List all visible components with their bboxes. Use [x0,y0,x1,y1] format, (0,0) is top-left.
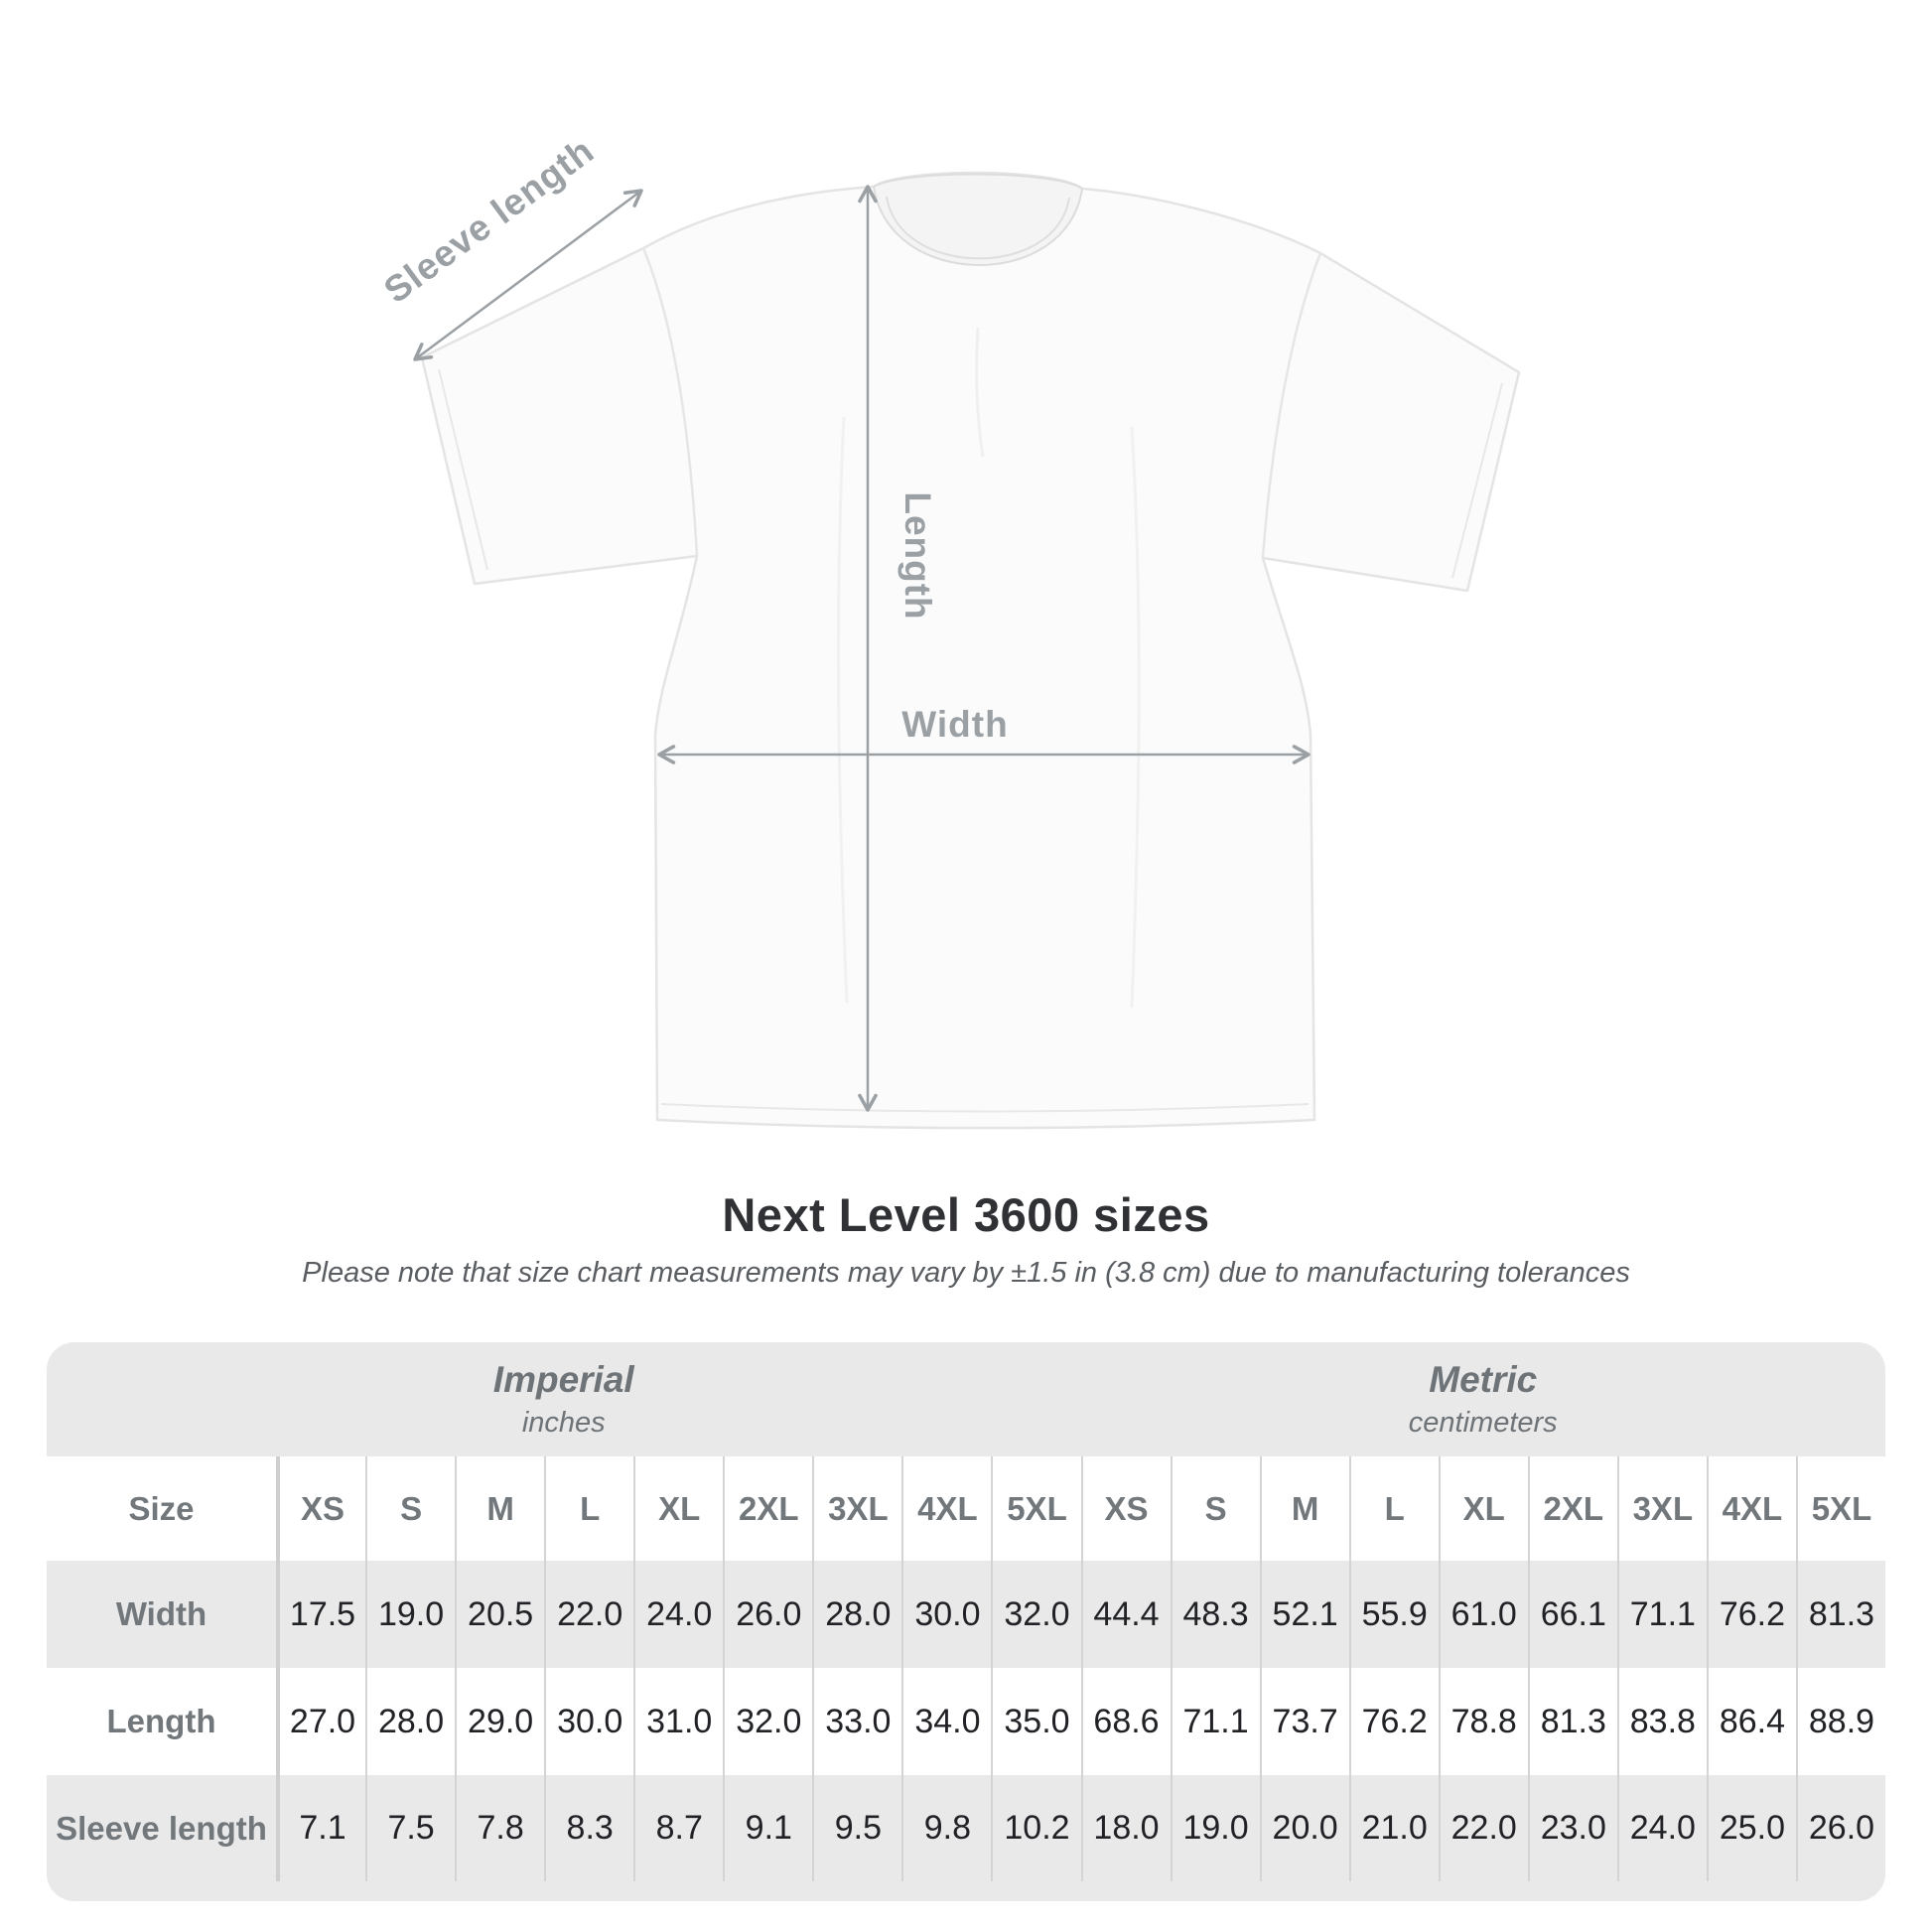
value-cell: 26.0 [1795,1775,1885,1881]
value-cell: 7.8 [455,1775,545,1881]
tshirt-illustration [420,171,1521,1130]
value-cell: 32.0 [991,1561,1081,1668]
unit-group-metric-label: Metric [1429,1359,1538,1400]
value-cell: 55.9 [1348,1561,1439,1668]
sleeve-length-dimension-arrow [413,189,643,361]
value-cell: 32.0 [723,1668,813,1775]
value-cell: 86.4 [1706,1668,1796,1775]
size-col-header: L [1348,1456,1439,1561]
size-col-header: M [455,1456,545,1561]
sleeve-length-dim-label: Sleeve length [376,130,602,312]
value-cell: 8.3 [544,1775,634,1881]
size-col-header: XL [633,1456,724,1561]
unit-group-metric-sublabel: centimeters [1408,1407,1558,1439]
size-col-header: 5XL [1795,1456,1885,1561]
value-cell: 30.0 [544,1668,634,1775]
width-dim-label: Width [901,704,1008,745]
size-col-header: XS [276,1456,366,1561]
size-col-header: 5XL [991,1456,1081,1561]
value-cell: 44.4 [1080,1561,1171,1668]
value-cell: 35.0 [991,1668,1081,1775]
size-col-header: M [1259,1456,1349,1561]
value-cell: 19.0 [1170,1775,1260,1881]
size-col-header: XL [1438,1456,1528,1561]
unit-group-imperial-label: Imperial [492,1359,634,1400]
value-cell: 52.1 [1259,1561,1349,1668]
size-col-header: 4XL [901,1456,992,1561]
size-header-label: Size [47,1456,276,1561]
unit-group-imperial: Imperial inches [47,1342,1081,1456]
value-cell: 26.0 [723,1561,813,1668]
row-label-width: Width [47,1561,276,1668]
value-cell: 27.0 [276,1668,366,1775]
value-cell: 7.1 [276,1775,366,1881]
value-cell: 7.5 [365,1775,456,1881]
value-cell: 71.1 [1616,1561,1707,1668]
page-title: Next Level 3600 sizes [722,1188,1210,1241]
value-cell: 22.0 [544,1561,634,1668]
value-cell: 81.3 [1527,1668,1617,1775]
value-cell: 33.0 [812,1668,902,1775]
value-cell: 34.0 [901,1668,992,1775]
value-cell: 66.1 [1527,1561,1617,1668]
value-cell: 10.2 [991,1775,1081,1881]
value-cell: 76.2 [1706,1561,1796,1668]
value-cell: 9.8 [901,1775,992,1881]
value-cell: 48.3 [1170,1561,1260,1668]
value-cell: 20.5 [455,1561,545,1668]
value-cell: 71.1 [1170,1668,1260,1775]
size-col-header: L [544,1456,634,1561]
size-col-header: 3XL [1616,1456,1707,1561]
value-cell: 8.7 [633,1775,724,1881]
value-cell: 31.0 [633,1668,724,1775]
value-cell: 17.5 [276,1561,366,1668]
size-table: Imperial inches Metric centimeters Size … [47,1342,1885,1901]
value-cell: 25.0 [1706,1775,1796,1881]
row-label-sleeve-length: Sleeve length [47,1775,276,1881]
tolerance-note: Please note that size chart measurements… [302,1257,1630,1289]
length-dim-label: Length [897,491,938,620]
value-cell: 21.0 [1348,1775,1439,1881]
size-col-header: S [1170,1456,1260,1561]
unit-group-metric: Metric centimeters [1081,1342,1886,1456]
value-cell: 81.3 [1795,1561,1885,1668]
size-col-header: 4XL [1706,1456,1796,1561]
size-col-header: 2XL [1527,1456,1617,1561]
value-cell: 88.9 [1795,1668,1885,1775]
value-cell: 78.8 [1438,1668,1528,1775]
value-cell: 28.0 [365,1668,456,1775]
value-cell: 20.0 [1259,1775,1349,1881]
value-cell: 18.0 [1080,1775,1171,1881]
value-cell: 9.1 [723,1775,813,1881]
size-col-header: S [365,1456,456,1561]
value-cell: 22.0 [1438,1775,1528,1881]
value-cell: 19.0 [365,1561,456,1668]
value-cell: 30.0 [901,1561,992,1668]
value-cell: 73.7 [1259,1668,1349,1775]
value-cell: 28.0 [812,1561,902,1668]
value-cell: 68.6 [1080,1668,1171,1775]
size-col-header: 3XL [812,1456,902,1561]
value-cell: 76.2 [1348,1668,1439,1775]
value-cell: 23.0 [1527,1775,1617,1881]
unit-group-imperial-sublabel: inches [521,1407,606,1439]
size-col-header: XS [1080,1456,1171,1561]
value-cell: 61.0 [1438,1561,1528,1668]
value-cell: 24.0 [633,1561,724,1668]
value-cell: 83.8 [1616,1668,1707,1775]
value-cell: 24.0 [1616,1775,1707,1881]
value-cell: 9.5 [812,1775,902,1881]
size-col-header: 2XL [723,1456,813,1561]
row-label-length: Length [47,1668,276,1775]
value-cell: 29.0 [455,1668,545,1775]
